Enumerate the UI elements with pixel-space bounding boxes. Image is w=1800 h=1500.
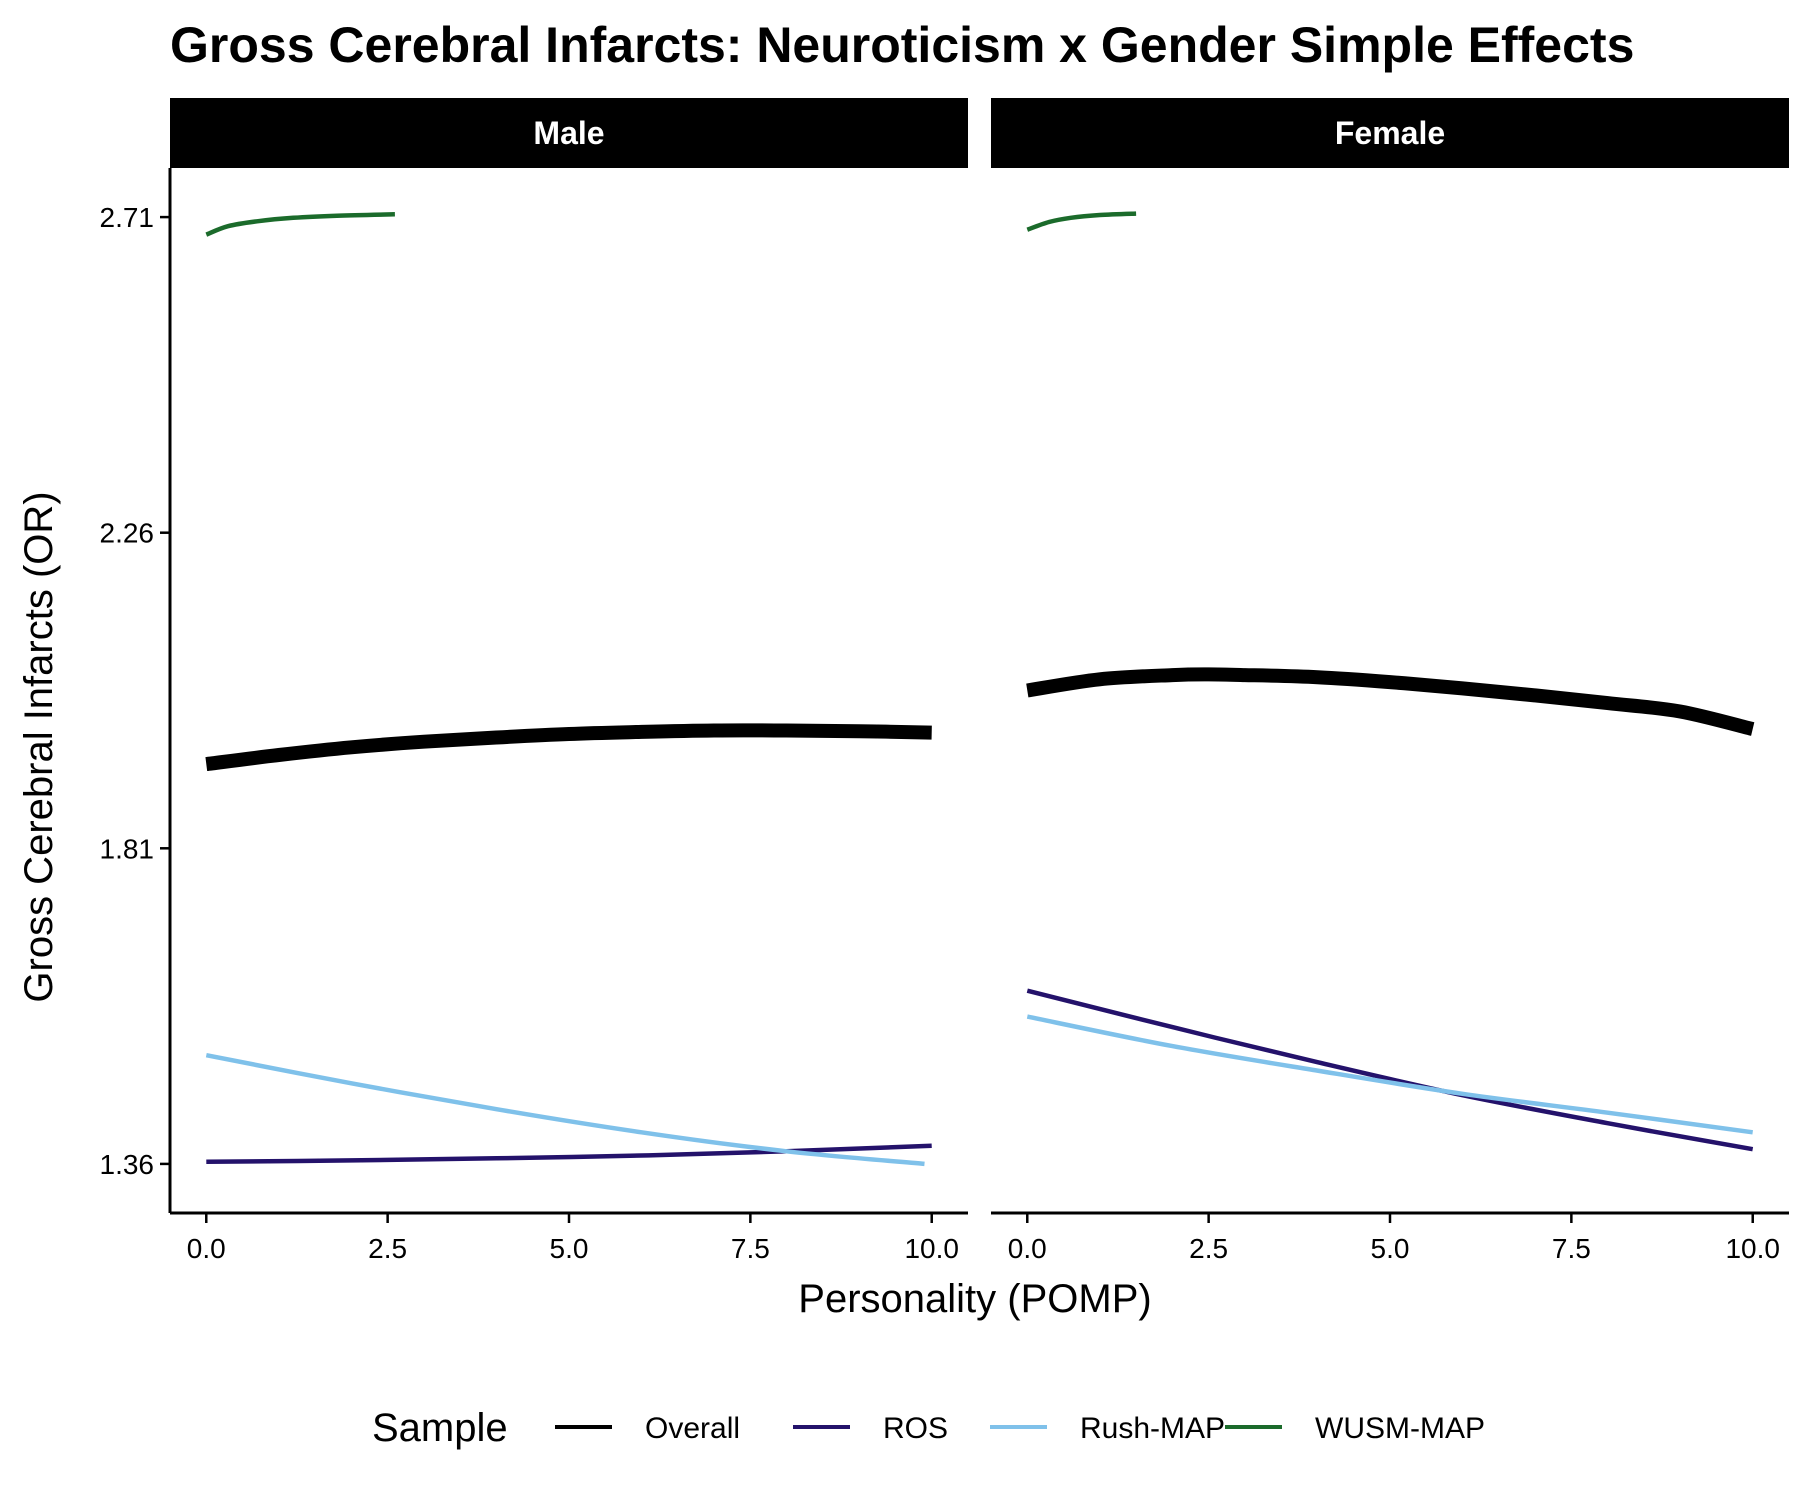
legend-item-ros: ROS xyxy=(793,1412,948,1445)
legend-item-wusm-map: WUSM-MAP xyxy=(1225,1412,1485,1445)
series-line-wusm-map-male xyxy=(205,212,395,237)
y-tick-label: 2.26 xyxy=(100,518,155,549)
x-tick-label-female: 5.0 xyxy=(1371,1233,1410,1264)
legend-item-overall: Overall xyxy=(555,1412,740,1445)
series-line-ros-male xyxy=(206,1143,932,1165)
x-tick-label-female: 10.0 xyxy=(1725,1233,1780,1264)
series-line-rush-map-male xyxy=(205,1052,925,1167)
x-tick-label-male: 2.5 xyxy=(368,1233,407,1264)
strip-label-male: Male xyxy=(533,115,604,151)
legend-item-rush-map: Rush-MAP xyxy=(990,1412,1225,1445)
x-tick-label-female: 7.5 xyxy=(1552,1233,1591,1264)
series-line-wusm-map-female xyxy=(1026,211,1137,232)
legend-label-overall: Overall xyxy=(645,1412,740,1445)
legend-title: Sample xyxy=(372,1406,508,1450)
strip-female xyxy=(991,98,1789,168)
y-axis-title: Gross Cerebral Infarcts (OR) xyxy=(17,491,61,1002)
x-axis-title: Personality (POMP) xyxy=(798,1277,1151,1321)
panel-male: Male 0.0 2.5 5.0 7.5 10.0 1.36 1.81 2.26 2.71 xyxy=(100,98,968,1264)
series-line-ros-female xyxy=(1026,988,1754,1152)
x-tick-label-male: 5.0 xyxy=(550,1233,589,1264)
series-line-overall-female xyxy=(1026,667,1755,736)
legend-label-wusm-map: WUSM-MAP xyxy=(1315,1412,1485,1445)
legend: Sample Overall ROS Rush-MAP WUSM-MAP xyxy=(372,1406,1485,1450)
x-tick-label-female: 0.0 xyxy=(1008,1233,1047,1264)
strip-male xyxy=(170,98,968,168)
y-tick-label: 2.71 xyxy=(100,202,155,233)
x-tick-label-male: 0.0 xyxy=(187,1233,226,1264)
x-tick-label-male: 7.5 xyxy=(731,1233,770,1264)
chart-title: Gross Cerebral Infarcts: Neuroticism x G… xyxy=(170,17,1634,73)
series-line-overall-male xyxy=(205,723,932,772)
legend-label-ros: ROS xyxy=(883,1412,948,1445)
panel-female: Female 0.0 2.5 5.0 7.5 10.0 xyxy=(991,98,1789,1264)
y-tick-label: 1.81 xyxy=(100,833,155,864)
x-tick-label-male: 10.0 xyxy=(904,1233,959,1264)
x-tick-label-female: 2.5 xyxy=(1189,1233,1228,1264)
legend-label-rush-map: Rush-MAP xyxy=(1080,1412,1225,1445)
strip-label-female: Female xyxy=(1335,115,1445,151)
series-line-rush-map-female xyxy=(1026,1014,1753,1135)
panels: Male 0.0 2.5 5.0 7.5 10.0 1.36 1.81 2.26 2.71 Fema… xyxy=(100,98,1789,1264)
y-tick-label: 1.36 xyxy=(100,1149,155,1180)
